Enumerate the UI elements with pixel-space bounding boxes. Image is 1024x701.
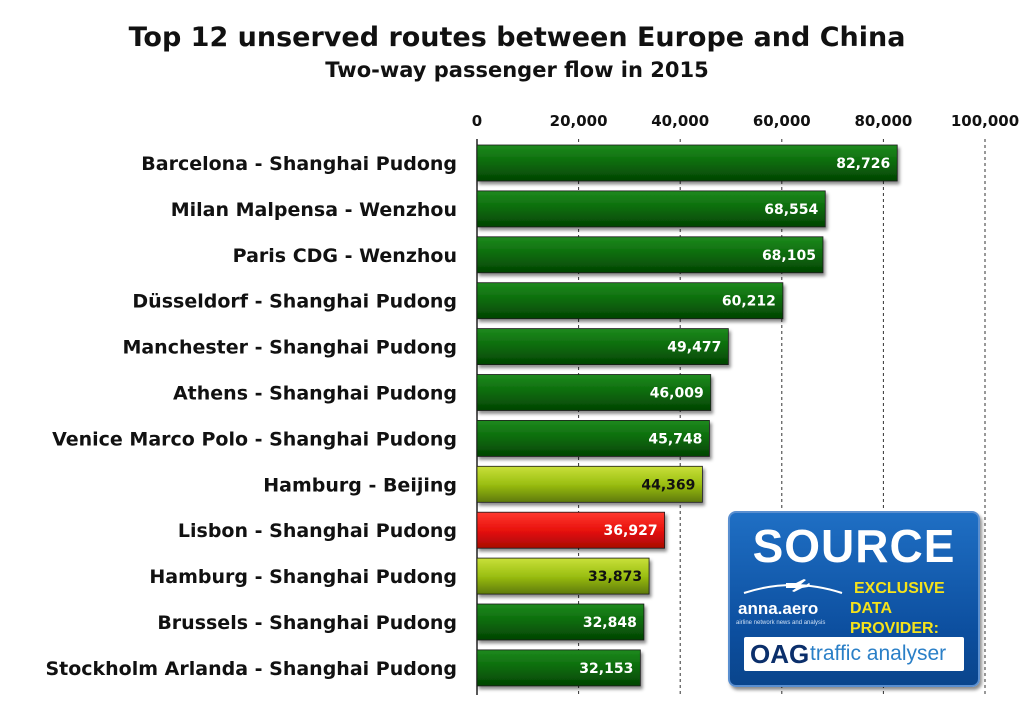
bar <box>476 465 703 503</box>
category-label: Brussels - Shanghai Pudong <box>157 612 457 634</box>
airplane-logo-icon <box>743 579 843 594</box>
bar <box>476 328 729 366</box>
data-label: 49,477 <box>667 340 721 356</box>
data-label: 60,212 <box>722 294 776 310</box>
category-label: Milan Malpensa - Wenzhou <box>171 199 457 221</box>
bar <box>476 511 665 549</box>
category-label: Paris CDG - Wenzhou <box>233 245 457 267</box>
oag-mark: OAG <box>750 639 810 669</box>
x-tick-label: 60,000 <box>753 112 811 130</box>
category-label: Barcelona - Shanghai Pudong <box>141 153 457 175</box>
x-tick-label: 80,000 <box>854 112 912 130</box>
provider-line-1: EXCLUSIVE <box>854 580 945 597</box>
data-label: 32,848 <box>583 615 637 631</box>
category-label: Manchester - Shanghai Pudong <box>122 337 457 359</box>
bar <box>476 419 710 457</box>
category-label: Hamburg - Shanghai Pudong <box>149 566 457 588</box>
data-label: 32,153 <box>579 661 633 677</box>
chart-title: Top 12 unserved routes between Europe an… <box>128 22 906 53</box>
category-label: Stockholm Arlanda - Shanghai Pudong <box>45 658 457 680</box>
category-label: Hamburg - Beijing <box>263 474 457 496</box>
oag-text: traffic analyser <box>810 642 947 665</box>
logo-tagline: airline network news and analysis <box>736 620 826 626</box>
data-label: 68,554 <box>764 202 818 218</box>
x-tick-label: 20,000 <box>550 112 608 130</box>
bar <box>476 557 650 595</box>
data-label: 33,873 <box>588 569 642 585</box>
category-label: Lisbon - Shanghai Pudong <box>178 520 457 542</box>
x-tick-label: 100,000 <box>951 112 1019 130</box>
data-label: 36,927 <box>604 523 658 539</box>
source-heading: SOURCE <box>752 520 956 572</box>
data-label: 68,105 <box>762 248 816 264</box>
data-label: 45,748 <box>648 431 702 447</box>
data-label: 82,726 <box>836 156 890 172</box>
x-tick-label: 40,000 <box>651 112 709 130</box>
source-badge: SOURCE anna.aero airline network news an… <box>728 511 980 687</box>
category-label: Venice Marco Polo - Shanghai Pudong <box>52 428 457 450</box>
data-label: 44,369 <box>641 477 695 493</box>
bar <box>476 603 645 641</box>
anna-aero-logo: anna.aero <box>738 599 819 618</box>
bar <box>476 144 898 182</box>
category-label: Athens - Shanghai Pudong <box>173 383 457 405</box>
bar <box>476 374 712 411</box>
bar <box>476 236 824 274</box>
provider-line-2: DATA PROVIDER: <box>850 600 939 637</box>
oag-logo-box: OAG traffic analyser <box>744 637 964 671</box>
bar <box>476 190 826 228</box>
bar <box>476 649 641 687</box>
x-tick-label: 0 <box>472 112 482 130</box>
bar <box>476 282 784 320</box>
category-label: Düsseldorf - Shanghai Pudong <box>132 291 457 313</box>
chart-subtitle: Two-way passenger flow in 2015 <box>325 58 709 82</box>
data-label: 46,009 <box>650 386 704 402</box>
provider-text: EXCLUSIVE DATA PROVIDER: <box>850 579 978 639</box>
